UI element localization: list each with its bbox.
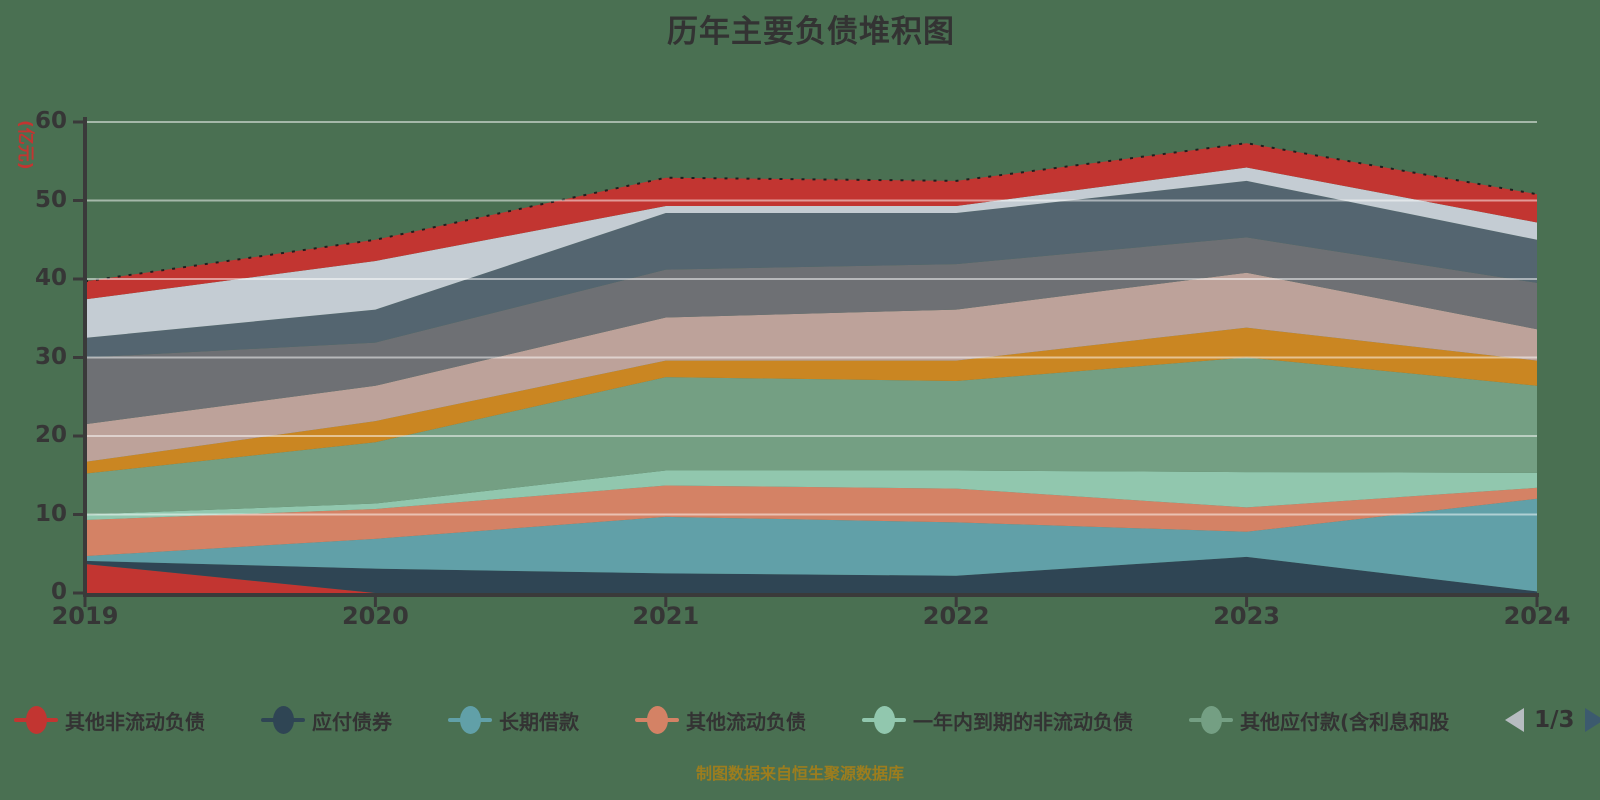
legend-next-page-icon[interactable] bbox=[1584, 708, 1600, 732]
area-series-5-一年内到期的非流动负债[interactable] bbox=[85, 470, 1537, 520]
legend-item-label: 长期借款 bbox=[499, 709, 579, 734]
x-tick-label-2019: 2019 bbox=[51, 602, 119, 630]
legend-series-marker-icon bbox=[635, 705, 679, 735]
x-tick-label-2023: 2023 bbox=[1213, 602, 1280, 630]
legend-item-label: 应付债券 bbox=[312, 709, 392, 734]
area-series-9[interactable] bbox=[85, 237, 1537, 425]
x-tick-label-2021: 2021 bbox=[632, 602, 700, 630]
legend-series-marker-icon bbox=[261, 705, 305, 735]
legend-series-marker-icon bbox=[862, 705, 906, 735]
legend-series-marker-icon bbox=[448, 705, 492, 735]
legend-item-其他应付款(含利息和股[interactable]: 其他应付款(含利息和股 bbox=[1189, 705, 1449, 735]
area-series-3-长期借款[interactable] bbox=[85, 498, 1537, 592]
legend-pagination: 1/3 bbox=[1505, 707, 1600, 733]
y-tick-label-30: 30 bbox=[34, 343, 67, 370]
area-series-11[interactable] bbox=[85, 167, 1537, 338]
legend-page-indicator: 1/3 bbox=[1534, 707, 1575, 733]
legend-item-长期借款[interactable]: 长期借款 bbox=[448, 705, 579, 735]
legend-item-一年内到期的非流动负债[interactable]: 一年内到期的非流动负债 bbox=[862, 705, 1133, 735]
area-series-2-应付债券[interactable] bbox=[85, 556, 1537, 593]
legend-item-应付债券[interactable]: 应付债券 bbox=[261, 705, 392, 735]
legend-item-label: 一年内到期的非流动负债 bbox=[913, 709, 1133, 734]
legend: 其他非流动负债 应付债券 长期借款 其他流动负债 一年内到期的非流动负债 其他应付款(含利… bbox=[14, 700, 1600, 740]
legend-item-其他流动负债[interactable]: 其他流动负债 bbox=[635, 705, 806, 735]
legend-prev-page-icon[interactable] bbox=[1505, 708, 1525, 732]
y-tick-label-10: 10 bbox=[34, 500, 67, 527]
x-tick-label-2024: 2024 bbox=[1503, 602, 1571, 630]
area-series-1-其他非流动负债[interactable] bbox=[85, 563, 1537, 593]
area-series-4-其他流动负债[interactable] bbox=[85, 485, 1537, 557]
page-title: 历年主要负债堆积图 bbox=[667, 14, 955, 50]
area-series-10[interactable] bbox=[85, 180, 1537, 358]
y-tick-label-40: 40 bbox=[34, 265, 67, 291]
y-tick-label-50: 50 bbox=[34, 186, 67, 213]
y-tick-label-60: 60 bbox=[34, 108, 67, 134]
stack-total-dashed-line bbox=[84, 142, 1538, 283]
legend-item-label: 其他非流动负债 bbox=[65, 709, 205, 734]
x-tick-label-2022: 2022 bbox=[922, 602, 990, 630]
legend-item-其他非流动负债[interactable]: 其他非流动负债 bbox=[14, 705, 205, 735]
x-tick-label-2020: 2020 bbox=[341, 602, 409, 630]
data-source-note: 制图数据来自恒生聚源数据库 bbox=[695, 764, 904, 783]
legend-series-marker-icon bbox=[1189, 705, 1233, 735]
legend-item-label: 其他应付款(含利息和股 bbox=[1240, 709, 1450, 734]
legend-item-label: 其他流动负债 bbox=[686, 709, 806, 734]
y-tick-label-20: 20 bbox=[34, 422, 67, 448]
y-tick-label-0: 0 bbox=[50, 579, 67, 605]
legend-series-marker-icon bbox=[14, 705, 58, 735]
area-series-8[interactable] bbox=[85, 272, 1537, 462]
